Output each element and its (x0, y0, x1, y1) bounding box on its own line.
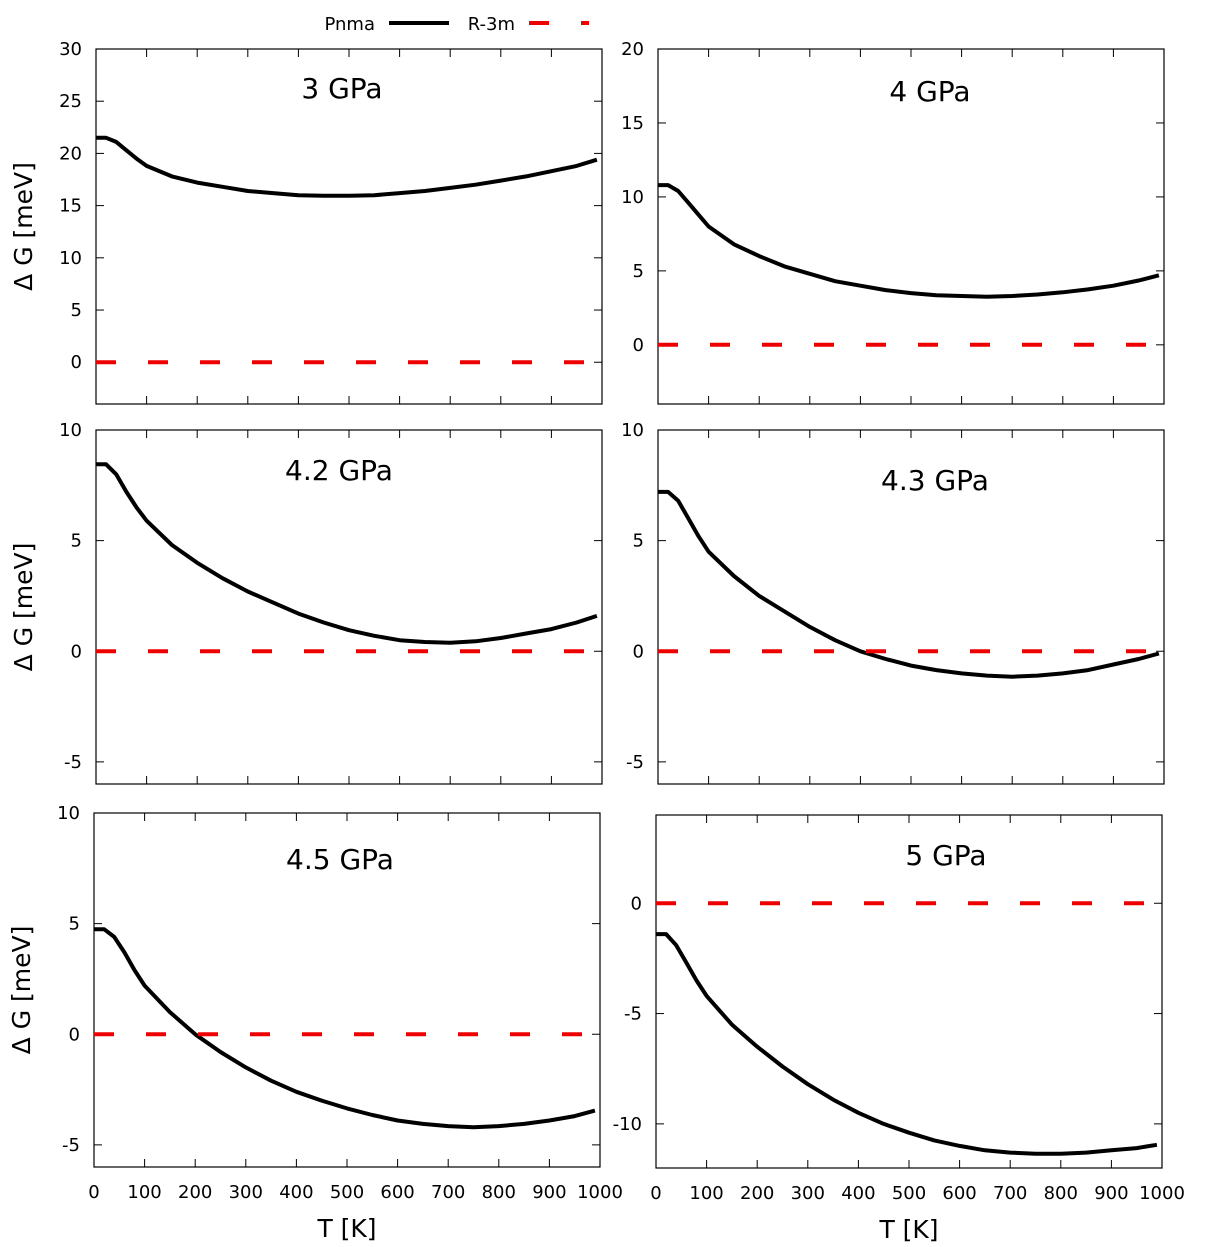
subplot-4-3-gpa: -5 0 5 10 4.3 GPa (621, 420, 1165, 785)
x-tick-label: 1000 (1139, 1183, 1185, 1204)
subplot-title: 4.2 GPa (285, 454, 393, 487)
x-tick-label: 900 (532, 1182, 566, 1203)
x-tick-label: 500 (330, 1182, 364, 1203)
y-tick-label: -5 (64, 752, 82, 773)
y-tick-label: 10 (57, 803, 80, 824)
x-tick-label: 100 (689, 1183, 723, 1204)
subplot-title: 4 GPa (889, 75, 970, 108)
series-line-pnma (94, 927, 596, 1130)
y-tick-label: 5 (633, 261, 644, 282)
x-tick-label: 800 (1044, 1183, 1078, 1204)
x-tick-label: 300 (229, 1182, 263, 1203)
y-tick-label: 0 (633, 641, 644, 662)
series-line-pnma (656, 932, 1158, 1156)
y-tick-label: 10 (59, 420, 82, 441)
y-tick-label: -5 (62, 1135, 80, 1156)
x-tick-label: 300 (791, 1183, 825, 1204)
subplot-5-gpa: 0 100 200 300 400 500 600 700 800 900 1000 -10 -5 0 5 … (613, 814, 1185, 1244)
series-line-pnma (658, 489, 1160, 679)
y-tick-label: 20 (621, 39, 644, 60)
x-tick-label: 100 (127, 1182, 161, 1203)
y-tick-label: 0 (633, 335, 644, 356)
subplot-title: 4.5 GPa (286, 843, 394, 876)
subplot-title: 3 GPa (301, 72, 382, 105)
y-tick-label: 5 (71, 531, 82, 552)
x-tick-label: 600 (942, 1183, 976, 1204)
y-tick-label: 10 (621, 187, 644, 208)
x-tick-label: 1000 (577, 1182, 623, 1203)
x-tick-label: 400 (279, 1182, 313, 1203)
subplot-grid: 0 5 10 15 20 25 30 3 GPa Δ G [meV] 0 5 10 15 20 4 GPa -… (7, 39, 1185, 1244)
x-tick-label: 0 (650, 1183, 661, 1204)
y-axis-label: Δ G [meV] (9, 543, 38, 672)
x-tick-label: 400 (841, 1183, 875, 1204)
y-axis-label: Δ G [meV] (7, 926, 36, 1055)
x-tick-label: 200 (178, 1182, 212, 1203)
y-tick-label: 30 (59, 39, 82, 60)
x-tick-label: 900 (1094, 1183, 1128, 1204)
y-tick-label: 0 (631, 893, 642, 914)
subplot-title: 4.3 GPa (881, 464, 989, 497)
y-tick-label: -5 (626, 752, 644, 773)
legend-label-r3m: R-3m (468, 14, 515, 35)
y-tick-label: 15 (59, 196, 82, 217)
y-tick-label: 15 (621, 113, 644, 134)
x-tick-label: 800 (482, 1182, 516, 1203)
x-tick-label: 700 (993, 1183, 1027, 1204)
series-line-pnma (658, 183, 1160, 299)
y-tick-label: 0 (71, 641, 82, 662)
x-tick-label: 600 (380, 1182, 414, 1203)
y-axis-label: Δ G [meV] (9, 162, 38, 291)
y-tick-label: 25 (59, 91, 82, 112)
y-tick-label: -5 (624, 1004, 642, 1025)
y-tick-label: 5 (69, 914, 80, 935)
series-line-pnma (96, 135, 598, 198)
x-tick-label: 500 (892, 1183, 926, 1204)
subplot-title: 5 GPa (905, 839, 986, 872)
y-tick-label: 0 (69, 1024, 80, 1045)
subplot-3-gpa: 0 5 10 15 20 25 30 3 GPa Δ G [meV] (9, 39, 603, 405)
y-tick-label: 20 (59, 143, 82, 164)
y-tick-label: 5 (633, 531, 644, 552)
y-tick-label: -10 (613, 1114, 642, 1135)
y-tick-label: 5 (71, 300, 82, 321)
x-tick-label: 200 (740, 1183, 774, 1204)
series-line-pnma (96, 462, 598, 645)
legend: Pnma R-3m (324, 14, 589, 35)
y-tick-label: 0 (71, 352, 82, 373)
x-axis-label: T [K] (316, 1214, 376, 1243)
y-tick-label: 10 (621, 420, 644, 441)
subplot-4-2-gpa: -5 0 5 10 4.2 GPa Δ G [meV] (9, 420, 603, 785)
subplot-4-gpa: 0 5 10 15 20 4 GPa (621, 39, 1165, 405)
x-tick-label: 700 (431, 1182, 465, 1203)
y-tick-label: 10 (59, 248, 82, 269)
x-tick-label: 0 (88, 1182, 99, 1203)
x-axis-label: T [K] (878, 1215, 938, 1244)
legend-label-pnma: Pnma (324, 14, 375, 35)
subplot-4-5-gpa: 0 100 200 300 400 500 600 700 800 900 1000 -5 0 5 10 4.… (7, 803, 623, 1243)
